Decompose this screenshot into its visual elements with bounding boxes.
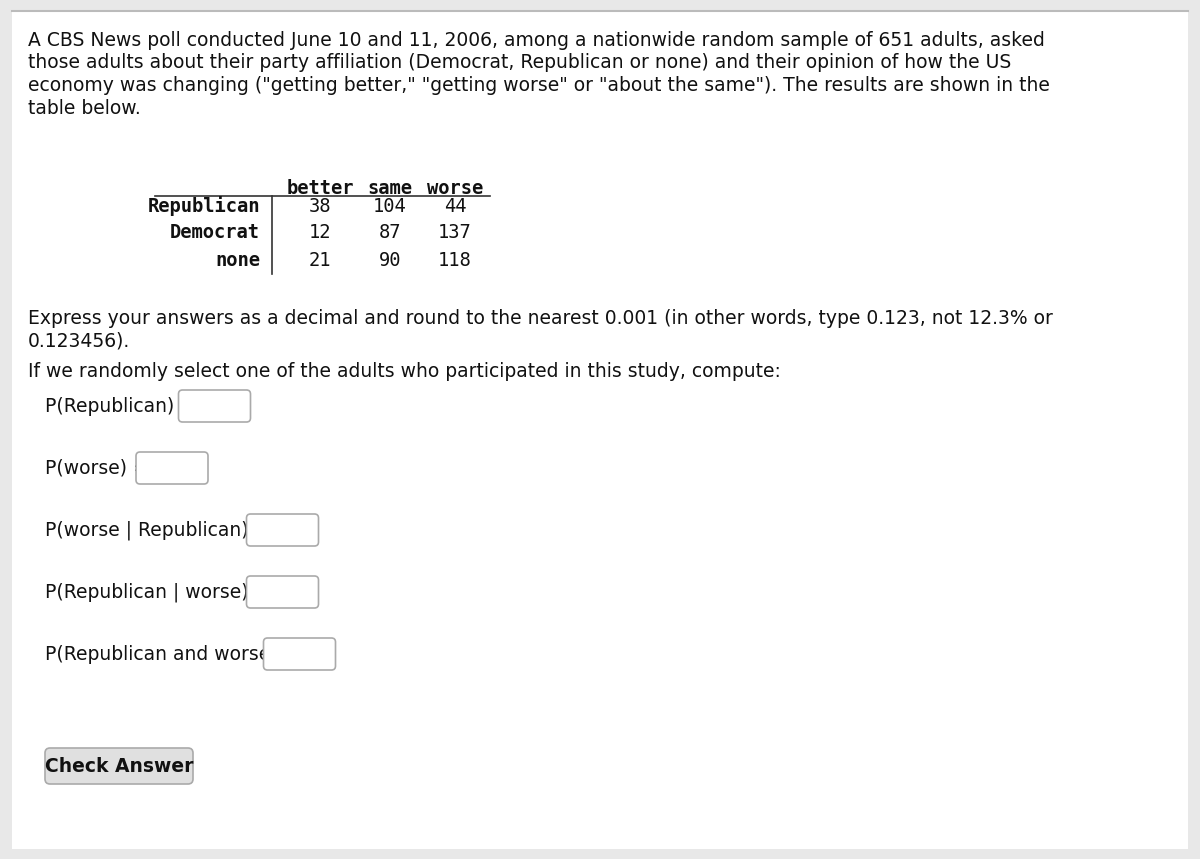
Text: 118: 118 (438, 251, 472, 270)
Text: same: same (367, 179, 413, 198)
Text: 90: 90 (379, 251, 401, 270)
Text: Republican: Republican (148, 196, 260, 216)
Text: worse: worse (427, 179, 484, 198)
Text: economy was changing ("getting better," "getting worse" or "about the same"). Th: economy was changing ("getting better," … (28, 76, 1050, 95)
Text: those adults about their party affiliation (Democrat, Republican or none) and th: those adults about their party affiliati… (28, 53, 1012, 72)
FancyBboxPatch shape (264, 638, 336, 670)
Text: A CBS News poll conducted June 10 and 11, 2006, among a nationwide random sample: A CBS News poll conducted June 10 and 11… (28, 31, 1045, 50)
Text: P(worse | Republican) =: P(worse | Republican) = (46, 521, 270, 539)
FancyBboxPatch shape (12, 10, 1188, 849)
Text: 38: 38 (308, 197, 331, 216)
Text: none: none (215, 251, 260, 270)
Text: 12: 12 (308, 223, 331, 242)
Text: Check Answer: Check Answer (44, 757, 193, 776)
Text: 87: 87 (379, 223, 401, 242)
Text: 0.123456).: 0.123456). (28, 332, 131, 350)
FancyBboxPatch shape (246, 514, 318, 546)
Text: P(Republican | worse) =: P(Republican | worse) = (46, 582, 270, 602)
FancyBboxPatch shape (246, 576, 318, 608)
Text: 21: 21 (308, 251, 331, 270)
Text: Democrat: Democrat (170, 223, 260, 242)
Text: If we randomly select one of the adults who participated in this study, compute:: If we randomly select one of the adults … (28, 362, 781, 381)
Text: P(Republican and worse) =: P(Republican and worse) = (46, 644, 299, 663)
Text: better: better (287, 179, 354, 198)
FancyBboxPatch shape (136, 452, 208, 484)
Text: 44: 44 (444, 197, 467, 216)
Text: 104: 104 (373, 197, 407, 216)
Text: Express your answers as a decimal and round to the nearest 0.001 (in other words: Express your answers as a decimal and ro… (28, 309, 1052, 328)
Text: P(Republican) =: P(Republican) = (46, 397, 196, 416)
Text: P(worse) =: P(worse) = (46, 459, 149, 478)
Text: 137: 137 (438, 223, 472, 242)
FancyBboxPatch shape (179, 390, 251, 422)
FancyBboxPatch shape (46, 748, 193, 784)
Text: table below.: table below. (28, 99, 140, 118)
